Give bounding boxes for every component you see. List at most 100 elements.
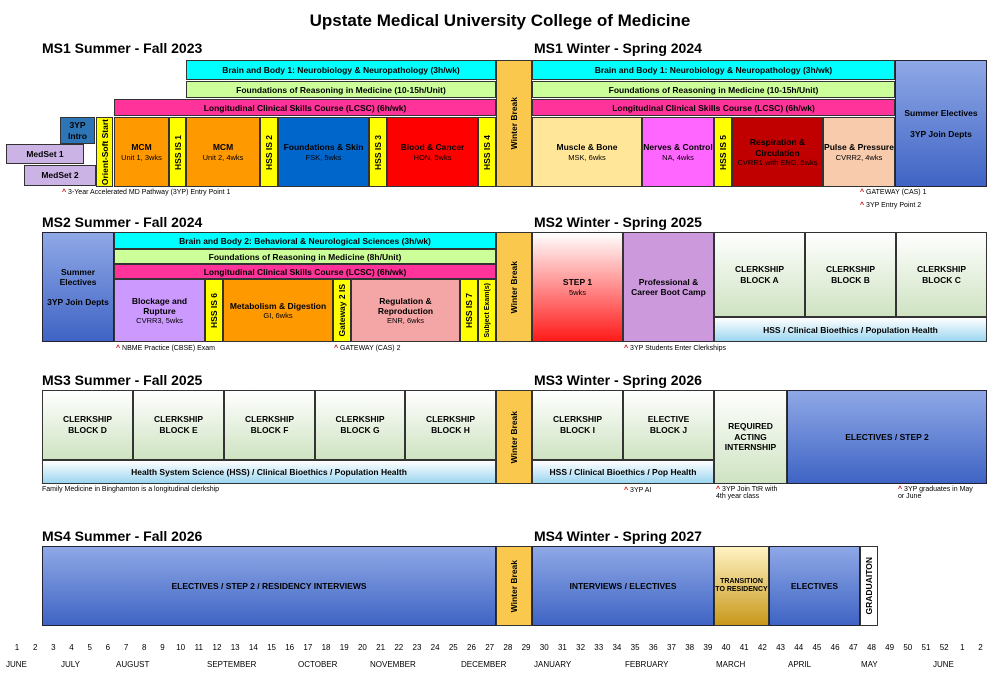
- ms1-na: Nerves & Control NA, 4wks: [642, 117, 714, 187]
- ms2-note-3yp: ^ 3YP Students Enter Clerkships: [624, 345, 727, 352]
- ms1-medset1: MedSet 1: [6, 144, 84, 164]
- bootcamp-label: Professional & Career Boot Camp: [631, 276, 706, 297]
- ms2-subject-exams: Subject Exam(s): [478, 279, 496, 342]
- clerk-f-label: CLERKSHIP BLOCK F: [244, 414, 295, 435]
- ms2-cvrr3: Blockage and Rupture CVRR3, 5wks: [114, 279, 205, 342]
- na-title: Nerves & Control: [643, 142, 713, 153]
- week-label: 29: [521, 643, 531, 652]
- clerk-g-label: CLERKSHIP BLOCK G: [335, 414, 385, 435]
- ms1-cvrr1: Respiration & Circulation CVRR1 with END,…: [732, 117, 823, 187]
- week-label: 46: [830, 643, 840, 652]
- ms4-winter-break: Winter Break: [496, 546, 532, 626]
- ms3-winter-break: Winter Break: [496, 390, 532, 484]
- week-label: 41: [739, 643, 749, 652]
- week-label: 26: [467, 643, 476, 652]
- winter-break-label: Winter Break: [509, 410, 519, 464]
- ms2-electives-title: Summer Electives: [59, 266, 97, 287]
- week-label: 7: [123, 643, 129, 652]
- ms2-summer-electives: Summer Electives 3YP Join Depts: [42, 232, 114, 342]
- week-label: 8: [142, 643, 147, 652]
- ms4-graduation: GRADUAITON: [860, 546, 878, 626]
- hon-sub: HON, 5wks: [413, 152, 452, 162]
- msk-title: Muscle & Bone: [556, 142, 618, 153]
- week-label: 25: [448, 643, 458, 652]
- week-label: 2: [32, 643, 38, 652]
- week-label: 2: [978, 643, 983, 652]
- week-label: 44: [794, 643, 804, 652]
- enr-title: Regulation & Reproduction: [377, 295, 434, 316]
- ms3-clerkship-f: CLERKSHIP BLOCK F: [224, 390, 315, 460]
- gi-title: Metabolism & Digestion: [229, 300, 327, 311]
- ms1-heading-left: MS1 Summer - Fall 2023: [42, 40, 203, 56]
- month-label: FEBRUARY: [625, 660, 669, 669]
- graduation-label: GRADUAITON: [864, 557, 874, 615]
- month-label: OCTOBER: [298, 660, 338, 669]
- ms4-electives-label: ELECTIVES: [790, 580, 839, 591]
- week-label: 1: [14, 643, 20, 652]
- ms1-note-entry2: ^ 3YP Entry Point 2: [860, 202, 922, 209]
- ms3-elective-j: ELECTIVE BLOCK J: [623, 390, 714, 460]
- clerk-i-label: CLERKSHIP BLOCK I: [552, 414, 603, 435]
- ms3-hss-bar-left: Health System Science (HSS) / Clinical B…: [42, 460, 496, 484]
- winter-break-label: Winter Break: [509, 559, 519, 613]
- ms3-electives-step2: ELECTIVES / STEP 2: [787, 390, 987, 484]
- ms3-heading-right: MS3 Winter - Spring 2026: [534, 372, 702, 388]
- week-label: 38: [685, 643, 695, 652]
- ms3-hss-bar-right: HSS / Clinical Bioethics / Pop Health: [532, 460, 714, 484]
- ms2-clerkship-a: CLERKSHIP BLOCK A: [714, 232, 805, 317]
- ms3-clerkship-h: CLERKSHIP BLOCK H: [405, 390, 496, 460]
- week-label: 51: [921, 643, 931, 652]
- ms1-is4: HSS IS 4: [478, 117, 496, 187]
- ms1-bb1-bar-right: Brain and Body 1: Neurobiology & Neuropa…: [532, 60, 895, 80]
- week-label: 4: [69, 643, 74, 652]
- acting-label: REQUIRED ACTING INTERNSHIP: [724, 421, 777, 453]
- ms4-interviews: INTERVIEWS / ELECTIVES: [532, 546, 714, 626]
- msk-sub: MSK, 6wks: [568, 152, 606, 162]
- ms3-note-ai: ^ 3YP AI: [624, 487, 652, 494]
- ms1-for-bar: Foundations of Reasoning in Medicine (10…: [186, 81, 496, 98]
- week-label: 32: [576, 643, 586, 652]
- ms2-step1: STEP 1 5wks: [532, 232, 623, 342]
- enr-sub: ENR, 6wks: [386, 316, 425, 326]
- week-label: 14: [248, 643, 258, 652]
- mcm2-sub: Unit 2, 4wks: [202, 152, 244, 162]
- ms3-clerkship-i: CLERKSHIP BLOCK I: [532, 390, 623, 460]
- medset1-label: MedSet 1: [26, 148, 64, 159]
- ms2-enr: Regulation & Reproduction ENR, 6wks: [351, 279, 460, 342]
- ms2-is7: HSS IS 7: [460, 279, 478, 342]
- week-label: 1: [960, 643, 965, 652]
- step1-title: STEP 1: [562, 277, 593, 288]
- month-label: SEPTEMBER: [207, 660, 257, 669]
- week-label: 48: [867, 643, 876, 652]
- month-label: AUGUST: [116, 660, 150, 669]
- month-label: MARCH: [716, 660, 746, 669]
- ms3-acting-internship: REQUIRED ACTING INTERNSHIP: [714, 390, 787, 484]
- ms3-clerkship-e: CLERKSHIP BLOCK E: [133, 390, 224, 460]
- ms1-mcm2: MCM Unit 2, 4wks: [186, 117, 260, 187]
- week-label: 35: [630, 643, 640, 652]
- interviews-label: INTERVIEWS / ELECTIVES: [569, 580, 677, 591]
- ms2-note-gateway: ^ GATEWAY (CAS) 2: [334, 345, 401, 352]
- week-axis: 1 2 3 4 5 6 7 8 9 10 11 12 13 14 15 16 17 18 19 20 21 22 23 24 2…: [0, 643, 1000, 655]
- week-label: 22: [394, 643, 404, 652]
- week-label: 23: [412, 643, 422, 652]
- ms1-electives-title: Summer Electives: [904, 108, 978, 119]
- week-label: 10: [176, 643, 186, 652]
- month-label: NOVEMBER: [370, 660, 416, 669]
- ms2-heading-left: MS2 Summer - Fall 2024: [42, 214, 203, 230]
- ms3-clerkship-g: CLERKSHIP BLOCK G: [315, 390, 405, 460]
- week-label: 12: [212, 643, 222, 652]
- ms1-bb1-bar: Brain and Body 1: Neurobiology & Neuropa…: [186, 60, 496, 80]
- cvrr2-title: Pulse & Pressure: [824, 142, 894, 153]
- is6-label: HSS IS 6: [209, 293, 219, 328]
- is5-label: HSS IS 5: [718, 134, 728, 170]
- week-label: 42: [757, 643, 767, 652]
- week-label: 11: [194, 643, 203, 652]
- ms1-for-bar-right: Foundations of Reasoning in Medicine (10…: [532, 81, 895, 98]
- week-label: 50: [903, 643, 913, 652]
- subject-exams-label: Subject Exam(s): [483, 283, 491, 338]
- na-sub: NA, 4wks: [662, 152, 694, 162]
- ms3-note-fm: Family Medicine in Binghamton is a longi…: [42, 486, 220, 493]
- is4-label: HSS IS 4: [482, 134, 492, 170]
- ms1-note-gateway: ^ GATEWAY (CAS) 1: [860, 189, 927, 196]
